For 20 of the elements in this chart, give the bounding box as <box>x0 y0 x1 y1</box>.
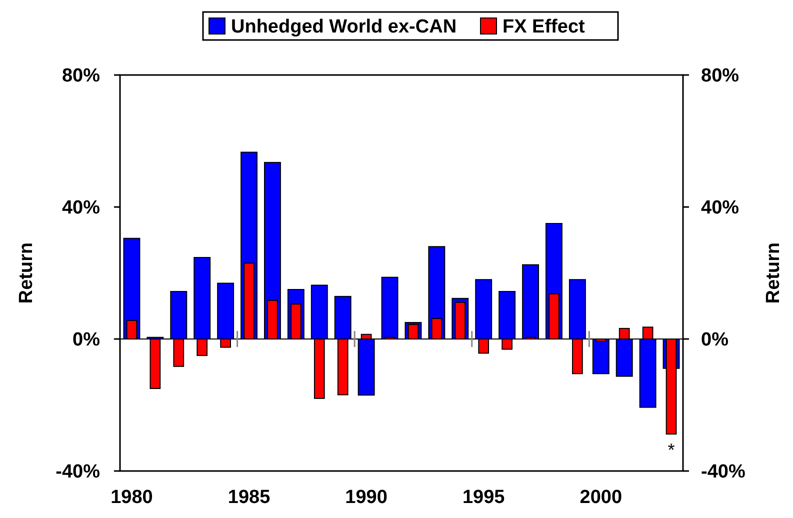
y-axis-title: Return <box>16 242 37 304</box>
legend-label: Unhedged World ex-CAN <box>231 16 457 38</box>
legend-label: FX Effect <box>502 16 586 38</box>
y2-tick-label: 40% <box>701 198 740 219</box>
bar <box>150 338 161 389</box>
x-tick-label: 1995 <box>462 487 506 508</box>
x-tick-label: 1985 <box>228 487 271 508</box>
annotation: * <box>668 440 675 460</box>
y2-tick-label: -40% <box>701 462 746 483</box>
x-tick-label: 1990 <box>345 487 388 508</box>
y-tick-label: 40% <box>62 198 100 219</box>
y2-axis-title: Return <box>763 242 784 304</box>
y-tick-label: 80% <box>62 66 100 87</box>
y-tick-label: -40% <box>56 462 100 483</box>
x-tick-label: 2000 <box>580 487 622 508</box>
y-tick-label: 0% <box>72 330 100 351</box>
y2-tick-label: 0% <box>701 330 729 351</box>
y2-tick-label: 80% <box>701 66 740 87</box>
bar <box>666 338 677 435</box>
x-tick-label: 1980 <box>110 487 153 508</box>
